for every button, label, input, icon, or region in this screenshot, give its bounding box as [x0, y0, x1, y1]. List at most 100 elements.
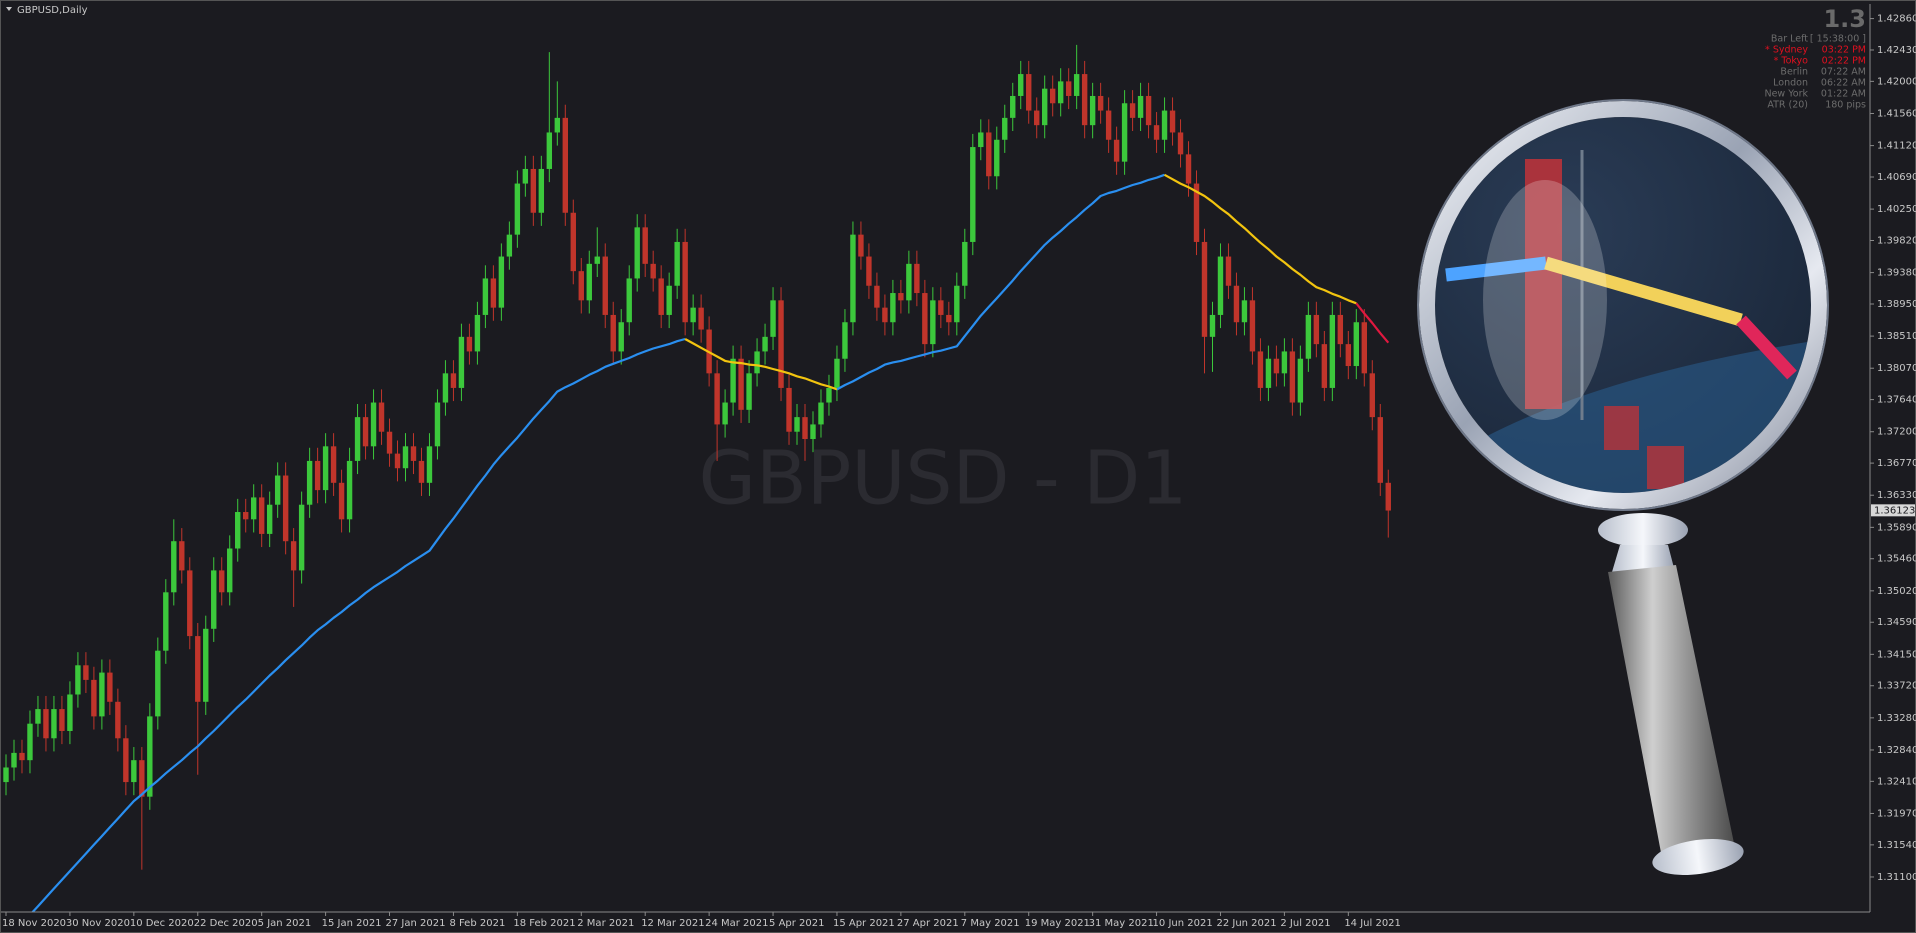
candle-body	[227, 548, 233, 593]
info-value: 02:22 PM	[1822, 56, 1866, 67]
x-tick-label: 12 Mar 2021	[641, 918, 704, 929]
candle-body	[243, 512, 249, 520]
candle-body	[530, 168, 537, 213]
info-value: [ 15:38:00 ]	[1810, 34, 1866, 45]
candle-body	[1057, 81, 1064, 104]
candle-body	[290, 541, 297, 571]
y-tick-label: 1.35020	[1877, 586, 1916, 597]
x-tick-label: 5 Jan 2021	[258, 918, 312, 929]
candle-body	[634, 227, 640, 279]
x-tick-label: 8 Feb 2021	[449, 918, 505, 929]
candle-body	[139, 760, 145, 797]
candle-body	[1201, 241, 1208, 337]
candle-body	[410, 446, 417, 461]
info-value: 07:22 AM	[1821, 67, 1866, 78]
y-tick-label: 1.42000	[1877, 76, 1916, 87]
y-tick-label: 1.40690	[1877, 172, 1916, 183]
candle-body	[195, 636, 201, 702]
x-tick-label: 18 Nov 2020	[2, 918, 66, 929]
candle-body	[618, 322, 624, 352]
y-tick-label: 1.31970	[1877, 808, 1916, 819]
moving-average	[836, 173, 1165, 391]
info-label: Bar Left	[1771, 34, 1808, 45]
candle-body	[474, 314, 481, 352]
header-arrow	[6, 7, 12, 11]
candle-body	[522, 168, 529, 184]
candle-body	[802, 417, 808, 440]
candle-body	[1137, 95, 1144, 118]
candle-body	[1281, 351, 1288, 374]
x-tick-label: 14 Jul 2021	[1344, 918, 1401, 929]
candle-body	[163, 592, 169, 651]
candle-body	[594, 256, 600, 264]
candle-body	[338, 482, 345, 520]
candle-body	[690, 307, 696, 323]
lens-ma-rise	[1445, 256, 1547, 282]
candle-body	[378, 402, 385, 432]
candle-body	[506, 234, 513, 257]
x-tick-label: 24 Mar 2021	[705, 918, 768, 929]
candle-body	[954, 285, 960, 323]
candle-body	[35, 709, 41, 724]
candle-body	[171, 541, 177, 593]
candle-body	[890, 293, 896, 323]
y-tick-label: 1.34150	[1877, 649, 1916, 660]
candle-body	[1225, 256, 1232, 286]
candle-body	[626, 278, 632, 323]
lens-gloss	[1483, 180, 1607, 420]
lens-ma-strong	[1736, 315, 1797, 380]
candle-body	[1337, 314, 1344, 345]
magnifier	[1417, 99, 1829, 876]
candle-body	[450, 373, 457, 388]
candle-body	[946, 314, 952, 323]
last-price-label: 1.36123	[1874, 505, 1915, 516]
candle-body	[746, 373, 752, 410]
candle-body	[1233, 285, 1240, 323]
x-tick-label: 5 Apr 2021	[769, 918, 824, 929]
y-tick-label: 1.35890	[1877, 522, 1916, 533]
axes: 1.42860 1.42430 1.42000 1.41560 1.41120 1.406…	[2, 14, 1916, 929]
candle-body	[1065, 81, 1072, 96]
info-label: Berlin	[1780, 67, 1808, 78]
x-tick-label: 10 Dec 2020	[130, 918, 194, 929]
candle-body	[970, 147, 976, 242]
candle-body	[922, 293, 928, 345]
candle-body	[722, 402, 728, 425]
candle-body	[1169, 110, 1176, 133]
candle-body	[986, 132, 992, 177]
handle-collar	[1598, 513, 1688, 547]
candle-body	[810, 424, 816, 440]
handle-shaft	[1608, 565, 1735, 858]
candle-body	[1073, 74, 1080, 96]
x-tick-label: 7 May 2021	[961, 918, 1020, 929]
x-tick-label: 19 May 2021	[1025, 918, 1090, 929]
candle-body	[1034, 110, 1040, 126]
candle-body	[91, 679, 97, 717]
candle-body	[962, 241, 968, 286]
y-tick-label: 1.39820	[1877, 235, 1916, 246]
candle-body	[1097, 95, 1104, 111]
info-label: ATR (20)	[1767, 100, 1808, 111]
candle-body	[730, 358, 736, 403]
info-label: * Sydney	[1765, 45, 1808, 56]
handle-cap	[1652, 838, 1744, 876]
candle-body	[1257, 351, 1264, 388]
candle-body	[898, 293, 904, 301]
info-panel: Bar Left[ 15:38:00 ]* Sydney 03:22 PM * To…	[1764, 34, 1866, 111]
y-tick-label: 1.37200	[1877, 427, 1916, 438]
x-tick-label: 10 Jun 2021	[1153, 918, 1213, 929]
candle-body	[1265, 358, 1272, 388]
candle-body	[1185, 154, 1192, 184]
chart-header: GBPUSD,Daily	[17, 5, 88, 16]
candle-body	[250, 497, 257, 520]
candle-body	[203, 628, 209, 702]
candle-body	[1209, 314, 1216, 337]
candle-body	[1177, 132, 1184, 155]
candle-body	[1369, 373, 1375, 418]
candle-body	[1361, 322, 1367, 374]
candle-body	[994, 139, 1000, 177]
candle-body	[266, 504, 273, 534]
info-value: 06:22 AM	[1821, 78, 1866, 89]
candle-body	[826, 387, 832, 403]
candle-body	[610, 314, 616, 352]
